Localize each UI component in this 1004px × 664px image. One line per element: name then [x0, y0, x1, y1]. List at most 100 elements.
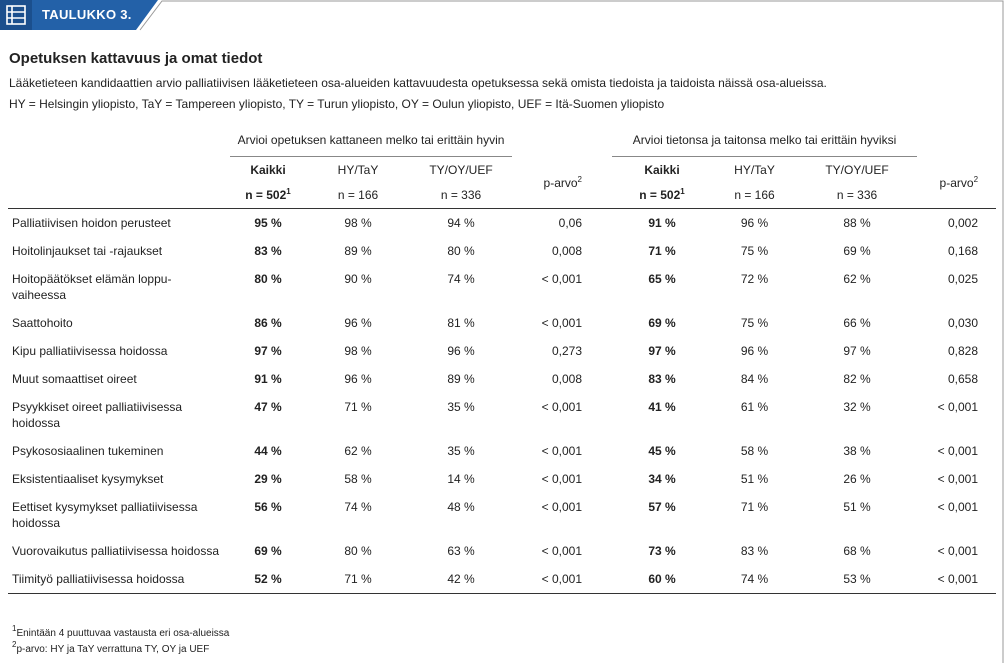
footnote-marker: 1: [680, 187, 685, 196]
table-row: Muut somaattiset oireet 91 % 96 % 89 % 0,008…: [8, 365, 996, 393]
cell-value: 53 %: [797, 565, 918, 594]
cell-value: 91 %: [648, 216, 676, 230]
cell-value: 71 %: [344, 400, 372, 414]
badge-icon: [6, 5, 26, 25]
row-label: Muut somaattiset oireet: [12, 372, 137, 386]
cell-value: 90 %: [344, 272, 372, 286]
cell-value: 58 %: [344, 472, 372, 486]
cell-value: 47 %: [254, 400, 282, 414]
row-label: Hoitopäätökset elämän loppu- vaiheessa: [12, 272, 172, 302]
row-label: Psyykkiset oireet palliatiivisessa hoido…: [12, 400, 183, 430]
cell-value: 71 %: [306, 565, 410, 594]
p-value: 0,008: [551, 372, 582, 386]
cell-value: 71 %: [740, 500, 769, 514]
footnote-marker: 2: [973, 175, 979, 184]
cell-value: 74 %: [712, 565, 797, 594]
cell-value: 83 %: [740, 544, 769, 558]
cell-value: 97 %: [648, 344, 676, 358]
footnote: 2p-arvo: HY ja TaY verrattuna TY, OY ja …: [12, 641, 229, 658]
title: Opetuksen kattavuus ja omat tiedot: [9, 50, 263, 67]
table-row: Saattohoito 86 % 96 % 81 % < 0,001 69 % 75 % 66…: [8, 309, 996, 337]
column-label: Kaikki: [250, 163, 286, 177]
row-label: Hoitolinjaukset tai -rajaukset: [12, 244, 163, 258]
badge-icon-bg: [0, 0, 32, 30]
table-row: Eksistentiaaliset kysymykset 29 % 58 % 14 %…: [8, 465, 996, 493]
column-label: p-arvo: [939, 176, 974, 190]
group-header: Arvioi opetuksen kattaneen melko tai eri…: [230, 122, 512, 158]
column-label: TY/OY/UEF: [825, 163, 889, 177]
cell-value: 68 %: [843, 544, 871, 558]
table-row: Psyykkiset oireet palliatiivisessa hoido…: [8, 393, 996, 437]
column-n: n = 5021: [612, 182, 712, 209]
blank: [8, 122, 230, 158]
cell-value: 69 %: [254, 544, 282, 558]
p-value: < 0,001: [937, 444, 979, 458]
p-value: < 0,001: [937, 472, 979, 486]
column-header: HY/TaY: [306, 158, 410, 182]
blank: [512, 122, 612, 158]
cell-value: 14 %: [447, 472, 475, 486]
p-value: < 0,001: [937, 400, 979, 414]
cell-value: 88 %: [843, 216, 871, 230]
blank: [8, 158, 230, 182]
p-value: < 0,001: [917, 565, 997, 594]
cell-value: 35 %: [447, 444, 475, 458]
column-n: n = 336: [797, 182, 918, 209]
cell-value: 32 %: [843, 400, 871, 414]
p-value: < 0,001: [937, 544, 979, 558]
cell-value: 61 %: [740, 400, 769, 414]
cell-value: 52 %: [230, 565, 306, 594]
table-row: Palliatiivisen hoidon perusteet 95 % 98 % 9…: [8, 209, 996, 238]
group-header: Arvioi tietonsa ja taitonsa melko tai er…: [612, 122, 918, 158]
column-header: TY/OY/UEF: [410, 158, 512, 182]
cell-value: 86 %: [254, 316, 282, 330]
column-header: Kaikki: [612, 158, 712, 182]
p-value: < 0,001: [541, 500, 582, 514]
row-label: Psykososiaalinen tukeminen: [12, 444, 164, 458]
cell-value: 96 %: [447, 344, 475, 358]
cell-value: 95 %: [254, 216, 282, 230]
cell-value: 69 %: [843, 244, 871, 258]
p-value: 0,658: [947, 372, 979, 386]
cell-value: 57 %: [648, 500, 676, 514]
cell-value: 26 %: [843, 472, 871, 486]
cell-value: 94 %: [447, 216, 475, 230]
cell-value: 74 %: [344, 500, 372, 514]
column-header: HY/TaY: [712, 158, 797, 182]
cell-value: 74 %: [447, 272, 475, 286]
column-label: p-arvo: [543, 176, 578, 190]
p-value: < 0,001: [541, 400, 582, 414]
cell-value: 98 %: [344, 344, 372, 358]
table-row: Psykososiaalinen tukeminen 44 % 62 % 35 % < …: [8, 437, 996, 465]
cell-value: 66 %: [843, 316, 871, 330]
badge: TAULUKKO 3.: [42, 7, 132, 22]
footnote-marker: 1: [12, 624, 17, 633]
footnote-text: p-arvo: HY ja TaY verrattuna TY, OY ja U…: [16, 644, 210, 655]
cell-value: 96 %: [344, 372, 372, 386]
header-row: Kaikki HY/TaY TY/OY/UEF p-arvo2 Kaikki HY/TaY…: [8, 158, 997, 209]
cell-value: 63 %: [447, 544, 475, 558]
n-row: n = 5021 n = 166 n = 336 n = 5021 n = 166 n =…: [8, 182, 996, 209]
cell-value: 75 %: [740, 244, 769, 258]
cell-value: 65 %: [648, 272, 676, 286]
cell-value: 96 %: [740, 344, 769, 358]
cell-value: 97 %: [843, 344, 871, 358]
n-label: n = 502: [245, 188, 287, 202]
n-label: n = 166: [337, 188, 379, 202]
column-n: n = 166: [306, 182, 410, 209]
row-label: Vuorovaikutus palliatiivisessa hoidossa: [12, 544, 219, 558]
column-label: HY/TaY: [337, 163, 379, 177]
description: Lääketieteen kandidaattien arvio palliat…: [9, 76, 827, 90]
table-row: Kipu palliatiivisessa hoidossa 97 % 98 % 96…: [8, 337, 996, 365]
n-label: n = 336: [836, 188, 878, 202]
column-n: n = 166: [712, 182, 797, 209]
group-row: Arvioi opetuksen kattaneen melko tai eri…: [8, 122, 996, 158]
row-label: Palliatiivisen hoidon perusteet: [12, 216, 171, 230]
table-row: Vuorovaikutus palliatiivisessa hoidossa 6…: [8, 537, 996, 565]
cell-value: 34 %: [648, 472, 676, 486]
row-label: Eksistentiaaliset kysymykset: [12, 472, 164, 486]
cell-value: 60 %: [612, 565, 712, 594]
table-row: Tiimityö palliatiivisessa hoidossa 52 % 71…: [8, 565, 997, 594]
row-label: Tiimityö palliatiivisessa hoidossa: [8, 565, 230, 594]
